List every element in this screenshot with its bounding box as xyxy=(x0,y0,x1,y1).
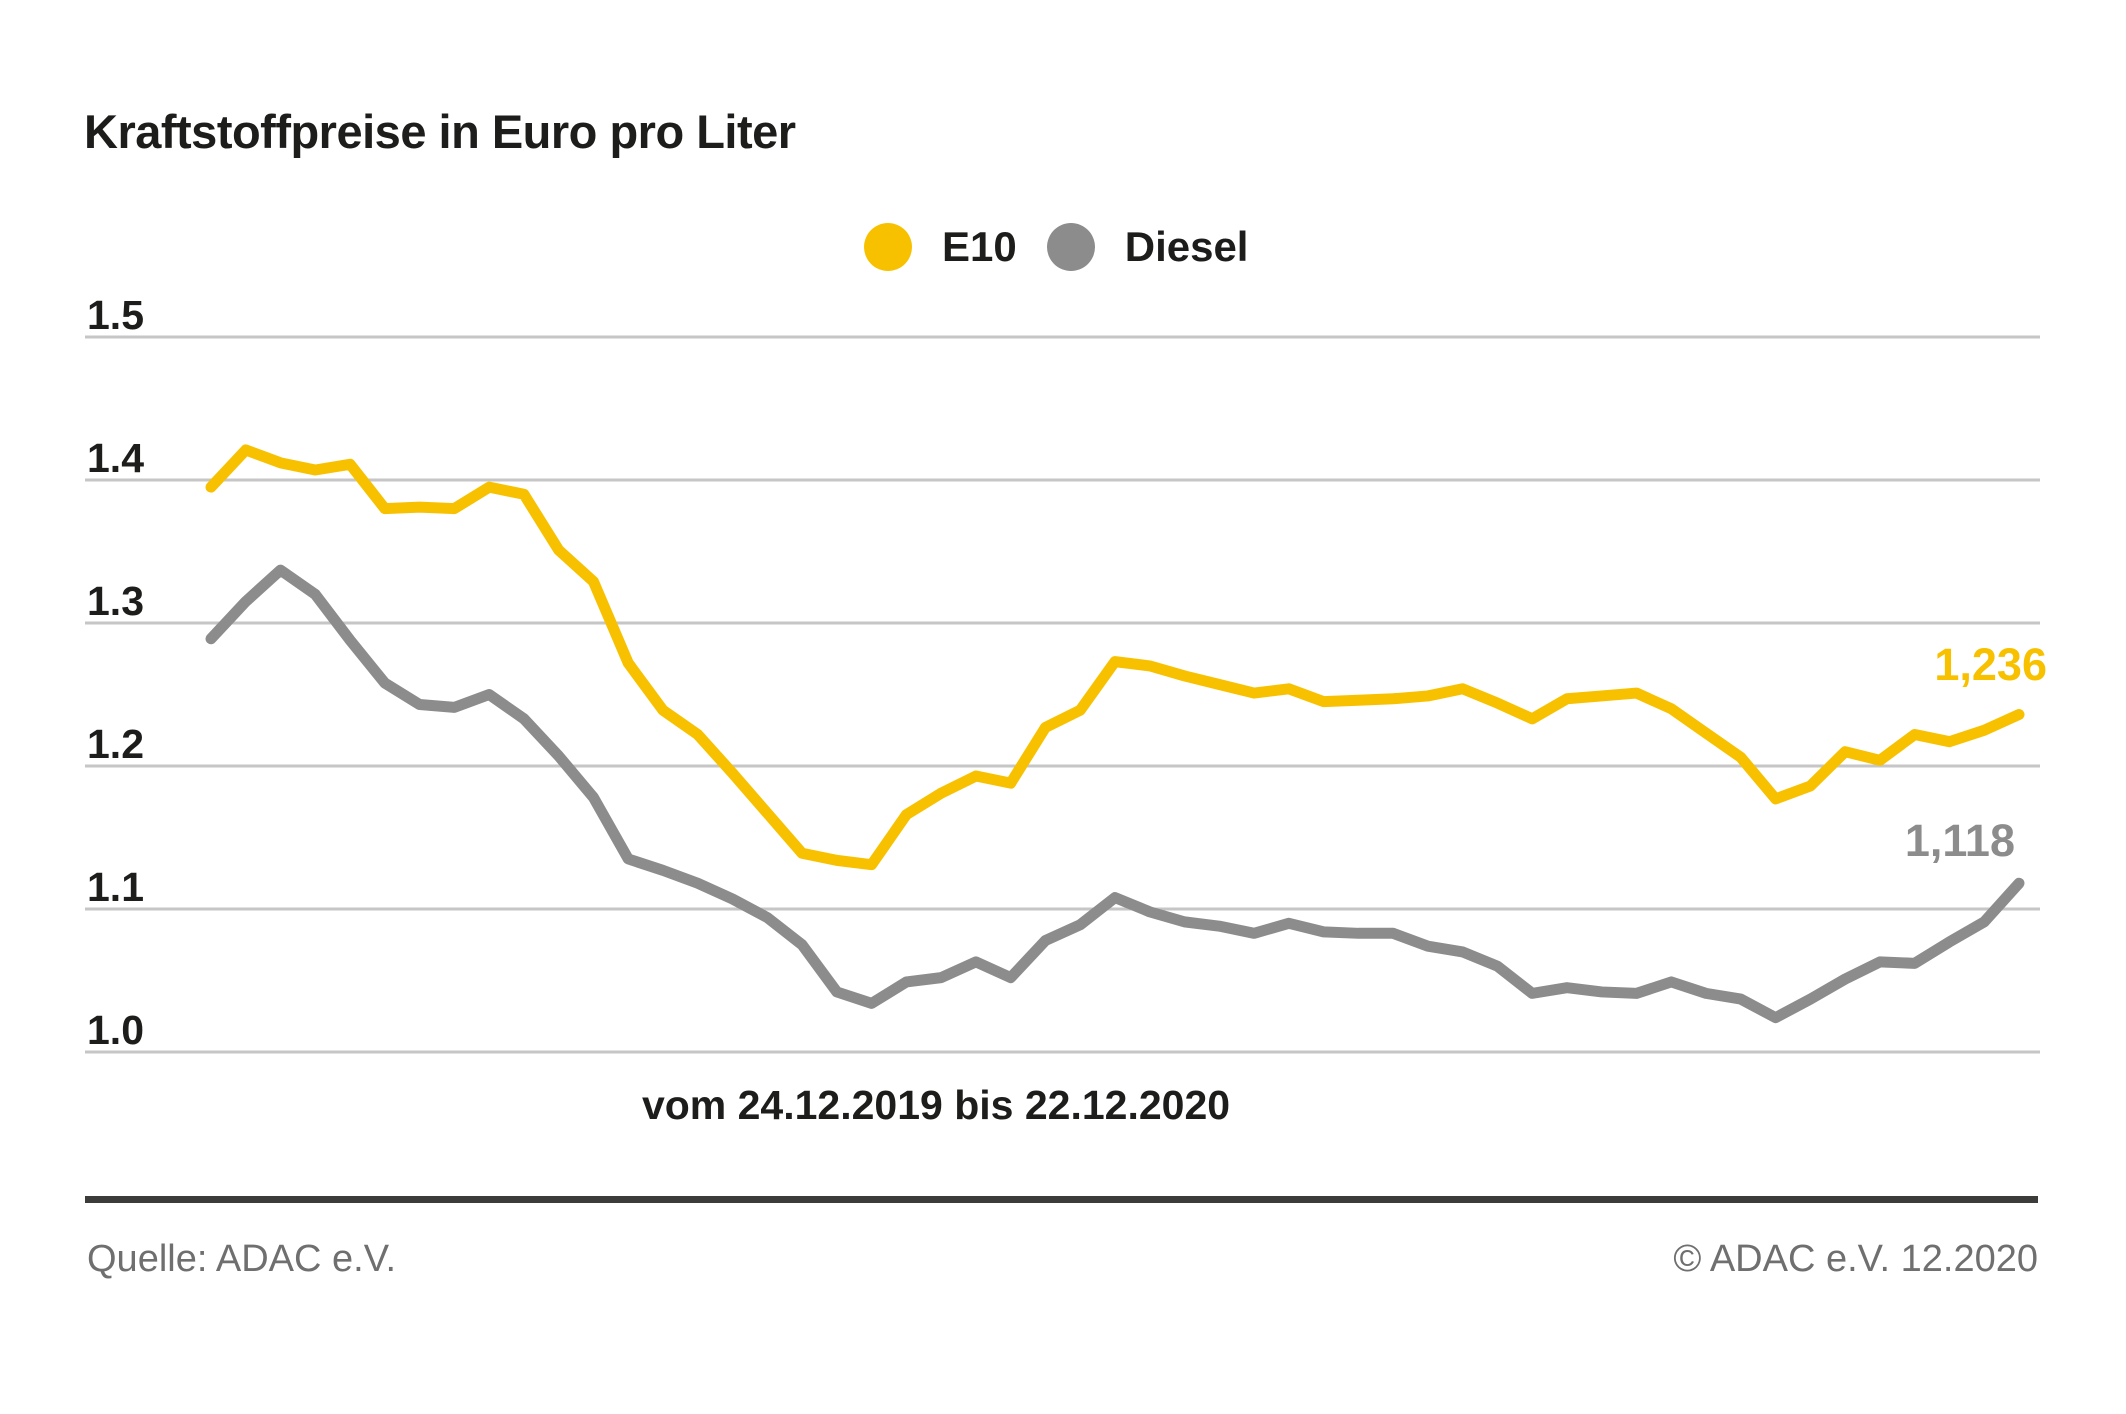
legend-label-e10: E10 xyxy=(942,223,1017,270)
diesel-legend-dot-icon xyxy=(1046,223,1095,271)
y-axis-tick-label: 1.0 xyxy=(87,1007,144,1053)
page-title: Kraftstoffpreise in Euro pro Liter xyxy=(84,105,796,158)
copyright-notice: © ADAC e.V. 12.2020 xyxy=(1673,1238,2038,1280)
x-axis-range-label: vom 24.12.2019 bis 22.12.2020 xyxy=(641,1082,1231,1128)
y-axis-tick-label: 1.5 xyxy=(87,292,144,338)
footer-divider xyxy=(85,1196,2038,1203)
e10-end-value-label: 1,236 xyxy=(1934,639,2047,690)
legend: E10 Diesel xyxy=(864,223,1248,271)
diesel-end-value-label: 1,118 xyxy=(1904,815,2015,866)
diesel-line xyxy=(205,564,2025,1024)
y-axis-tick-label: 1.1 xyxy=(87,864,144,910)
y-axis-tick-label: 1.3 xyxy=(87,578,144,624)
e10-legend-dot-icon xyxy=(864,223,912,271)
e10-line xyxy=(205,444,2025,871)
y-axis-tick-label: 1.2 xyxy=(87,721,144,767)
legend-label-diesel: Diesel xyxy=(1124,223,1249,270)
y-axis-tick-label: 1.4 xyxy=(87,435,144,481)
source-credit: Quelle: ADAC e.V. xyxy=(87,1238,397,1280)
